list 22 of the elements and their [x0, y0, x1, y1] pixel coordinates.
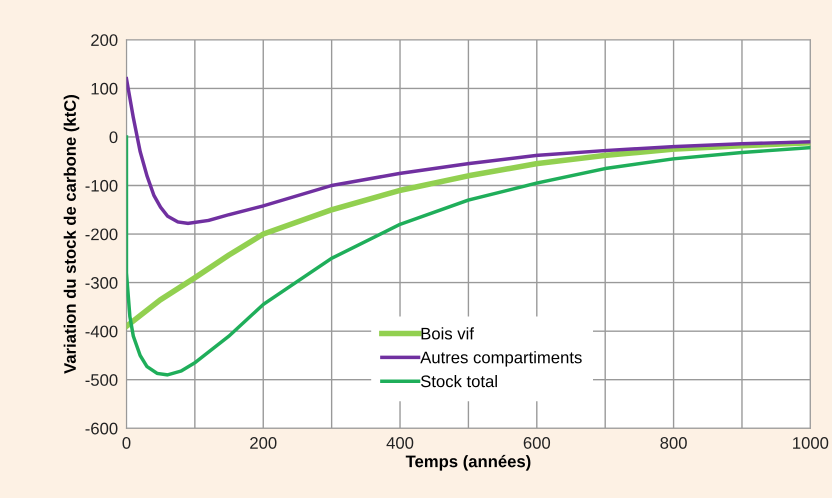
line-series	[126, 135, 810, 377]
y-tick-label: 100	[92, 82, 118, 95]
x-tick-label: 0	[122, 437, 130, 449]
x-tick-label: 800	[660, 437, 687, 449]
y-axis-title: Variation du stock de carbone (ktC)	[64, 95, 80, 374]
x-tick-label: 1000	[793, 437, 828, 449]
y-tick-label: -100	[86, 180, 118, 192]
legend-label: Stock total	[420, 374, 497, 388]
x-tick-label: 600	[524, 437, 550, 449]
y-tick-label: 0	[110, 131, 118, 144]
x-axis-title: Temps (années)	[406, 454, 530, 471]
line-series	[126, 76, 810, 226]
x-tick-label: 200	[250, 437, 276, 449]
y-tick-label: -300	[86, 277, 118, 289]
y-tick-label: -400	[86, 326, 118, 338]
y-tick-label: 200	[91, 34, 118, 46]
y-tick-label: -600	[86, 422, 118, 434]
legend-label: Bois vif	[422, 327, 474, 340]
legend-label: Autres compartiments	[420, 351, 582, 367]
x-tick-label: 400	[386, 437, 414, 449]
y-tick-label: -200	[86, 228, 118, 240]
y-tick-label: -500	[86, 374, 118, 386]
